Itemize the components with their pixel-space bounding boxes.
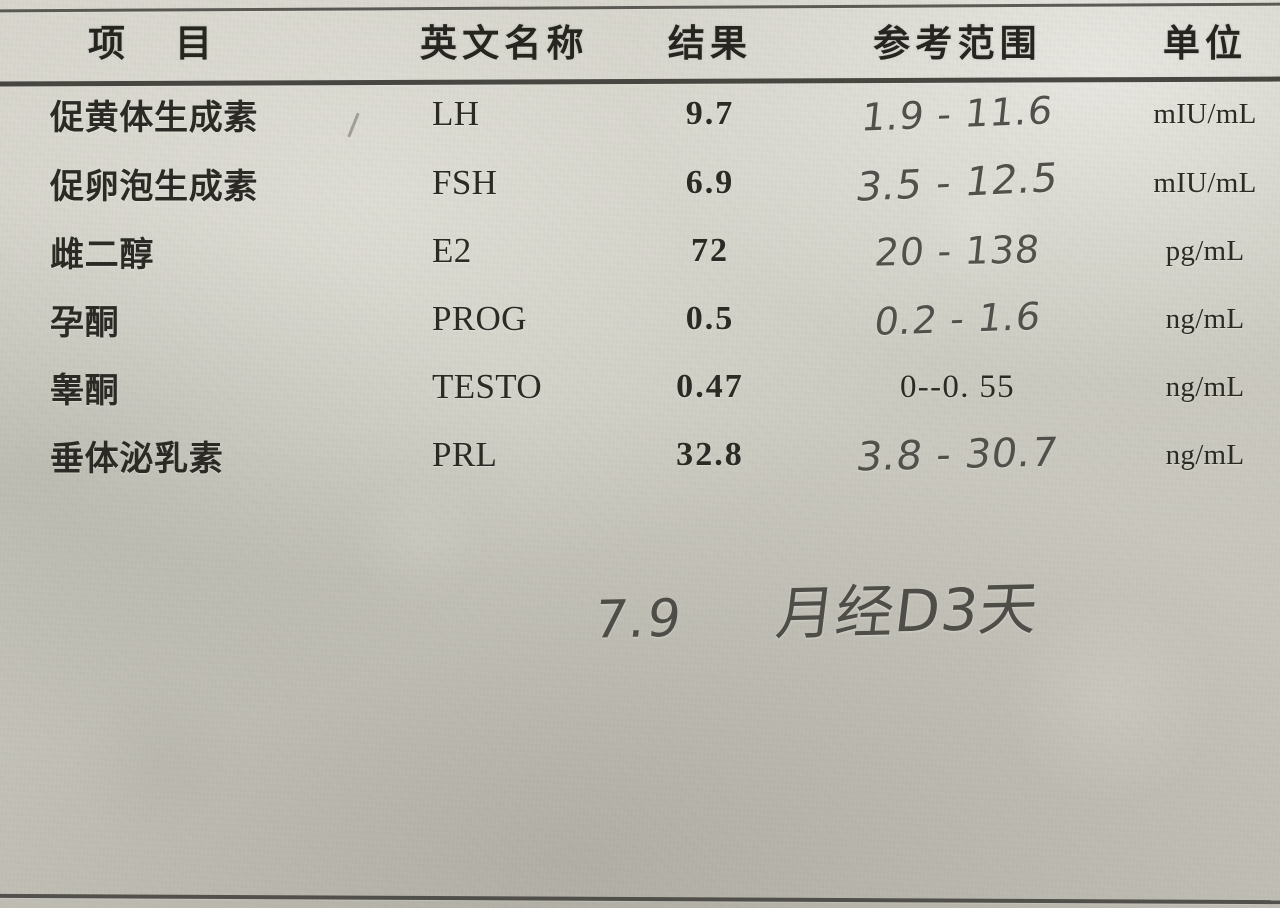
table-body: 促黄体生成素 LH 9.7 1.9 - 11.6 mIU/mL 促卵泡生成素 F… [0,79,1280,489]
annotation-spacer [699,634,755,635]
table-row: 垂体泌乳素 PRL 32.8 3.8 - 30.7 ng/mL [0,421,1280,489]
table-row: 雌二醇 E2 72 20 - 138 pg/mL [0,217,1280,285]
cell-reference-range: 0.2 - 1.6 [785,285,1130,353]
cell-result: 6.9 [685,164,735,201]
handwritten-annotation: 7.9 月经D3天 [590,561,1044,654]
cell-result: 32.8 [676,436,744,473]
cell-result: 72 [690,232,730,269]
cell-result: 9.7 [685,95,735,132]
cell-item: 垂体泌乳素 [50,440,224,478]
cell-item: 睾酮 [50,372,120,410]
table-row: 促黄体生成素 LH 9.7 1.9 - 11.6 mIU/mL [0,79,1280,149]
cell-result: 0.47 [676,368,744,405]
annotation-text: 月经D3天 [772,574,1043,648]
cell-reference-range: 1.9 - 11.6 [785,79,1130,149]
cell-result: 0.5 [685,300,735,337]
cell-unit: ng/mL [1165,302,1245,335]
column-header-english-name: 英文名称 [420,23,589,65]
cell-reference-range: 20 - 138 [785,217,1130,285]
cell-unit: ng/mL [1165,370,1245,403]
table-row: 孕酮 PROG 0.5 0.2 - 1.6 ng/mL [0,285,1280,353]
handwritten-reference-range: 3.8 - 30.7 [853,429,1062,481]
handwritten-reference-range: 3.5 - 12.5 [853,155,1062,211]
cell-english-name: PRL [432,435,498,474]
cell-english-name: E2 [432,231,472,270]
cell-reference-range: 3.8 - 30.7 [785,421,1130,489]
cell-english-name: PROG [432,299,527,338]
annotation-date: 7.9 [590,588,686,651]
cell-unit: pg/mL [1165,234,1245,267]
cell-english-name: LH [432,94,480,133]
column-header-reference-range: 参考范围 [873,23,1042,65]
cell-item: 促卵泡生成素 [50,168,259,206]
cell-item: 促黄体生成素 [50,99,259,137]
cell-english-name: TESTO [432,367,542,406]
handwritten-reference-range: 1.9 - 11.6 [859,88,1056,140]
cell-unit: mIU/mL [1153,166,1257,199]
handwritten-reference-range: 0.2 - 1.6 [871,294,1044,344]
column-header-item: 项 目 [88,23,233,65]
cell-reference-range: 0--0. 55 [899,368,1016,405]
cell-unit: mIU/mL [1153,97,1257,130]
column-header-result: 结果 [667,23,753,65]
table-header-row: 项 目 英文名称 结果 参考范围 单位 [0,0,1280,79]
cell-item: 雌二醇 [50,236,155,274]
handwritten-reference-range: 20 - 138 [872,227,1043,275]
lab-results-table: 项 目 英文名称 结果 参考范围 单位 促黄体生成素 LH 9.7 1.9 - … [0,0,1280,489]
cell-english-name: FSH [432,163,498,202]
column-header-unit: 单位 [1162,23,1248,65]
table-row: 促卵泡生成素 FSH 6.9 3.5 - 12.5 mIU/mL [0,149,1280,217]
cell-item: 孕酮 [50,304,120,342]
table-row: 睾酮 TESTO 0.47 0--0. 55 ng/mL [0,353,1280,421]
cell-reference-range: 3.5 - 12.5 [785,149,1130,217]
cell-unit: ng/mL [1165,438,1245,471]
